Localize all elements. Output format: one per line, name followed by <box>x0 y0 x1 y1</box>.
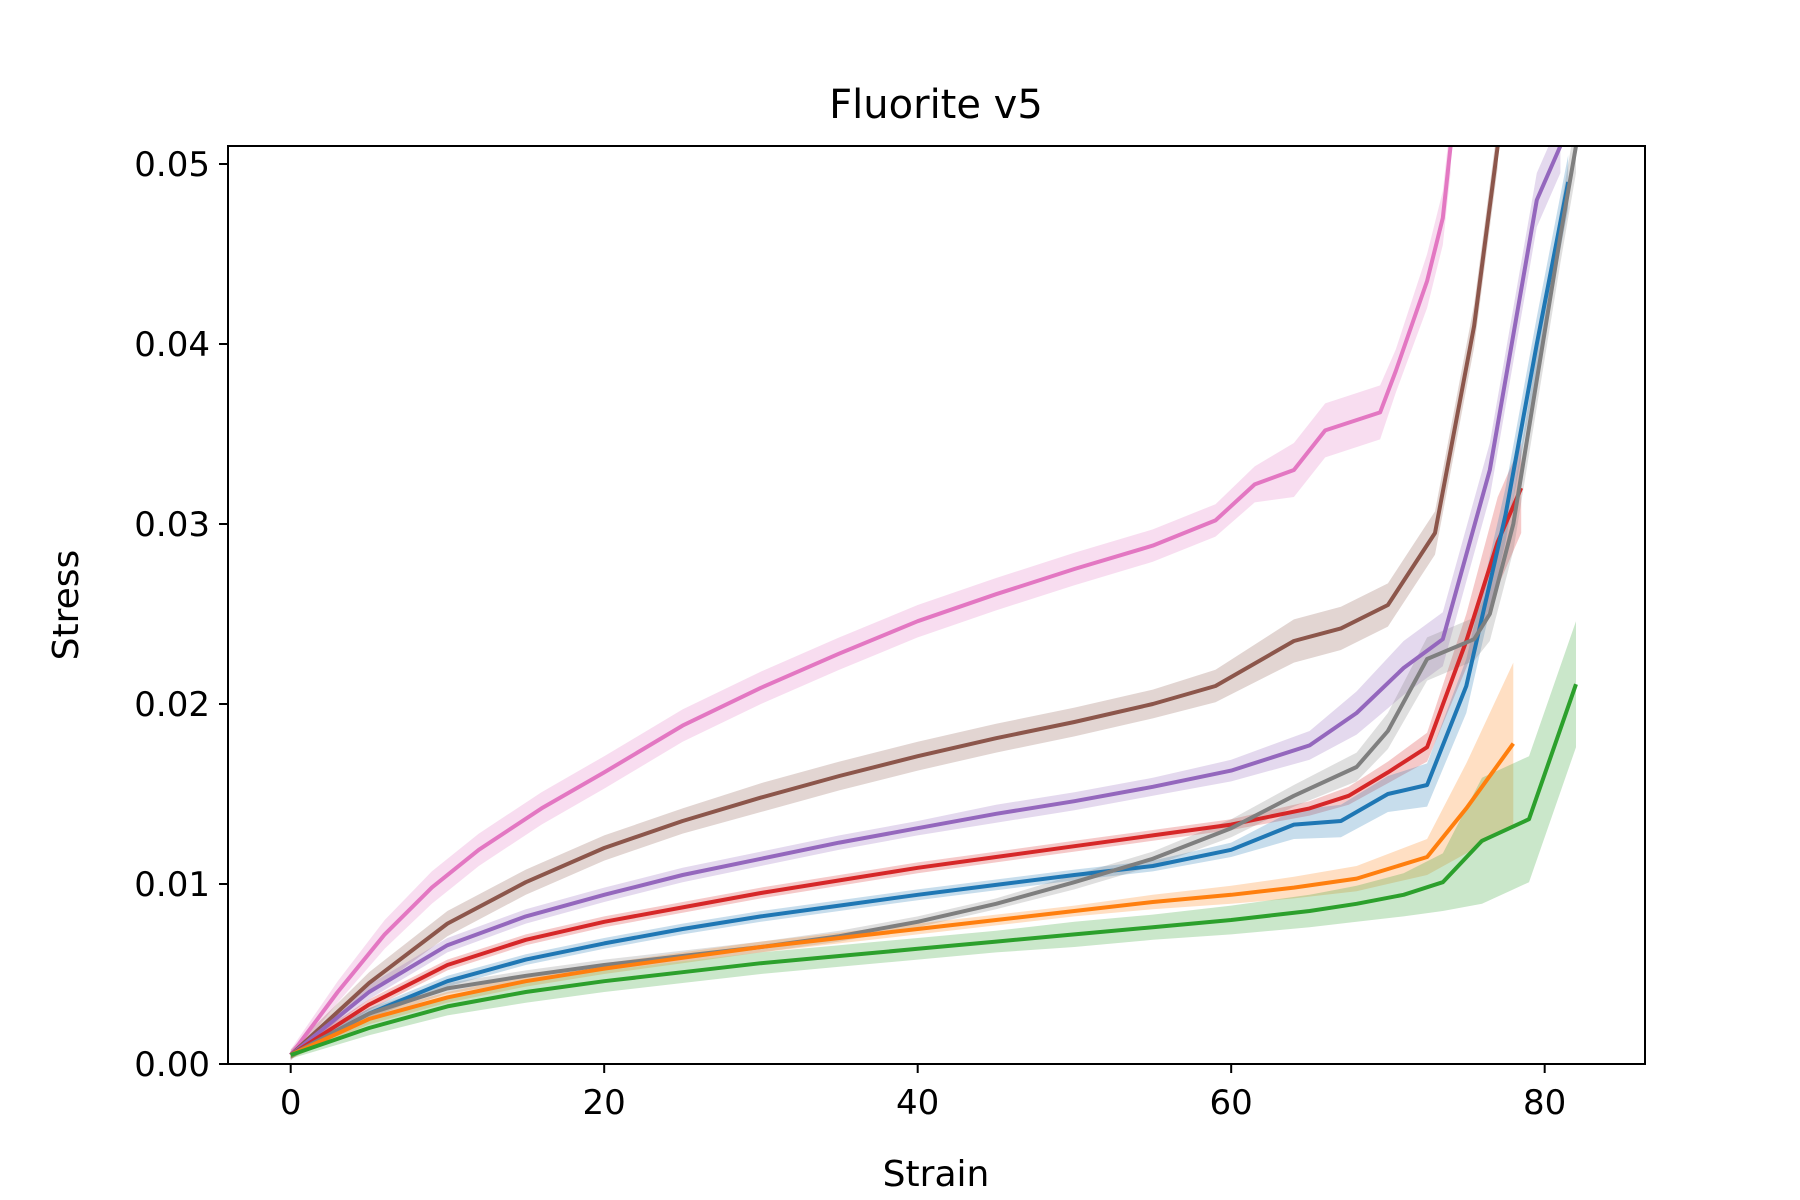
plot-frame <box>227 145 1646 1065</box>
series-3-band <box>290 146 1561 1059</box>
y-tick-label: 0.04 <box>134 325 210 365</box>
x-axis-label: Strain <box>883 1154 990 1195</box>
x-tick-label: 0 <box>280 1083 302 1123</box>
series-4-line <box>289 487 1524 1057</box>
series-8-line <box>290 683 1578 1057</box>
x-tick-label: 80 <box>1523 1083 1566 1123</box>
series-lines <box>289 146 1578 1057</box>
series-5-line <box>289 181 1571 1057</box>
y-tick-label: 0.05 <box>134 145 210 185</box>
x-tick-label: 40 <box>896 1083 939 1123</box>
y-tick-label: 0.00 <box>134 1045 210 1085</box>
series-1-line <box>289 146 1453 1057</box>
chart-title: Fluorite v5 <box>829 82 1043 128</box>
x-axis-ticks: 0 20 40 60 80 <box>280 1064 1566 1123</box>
series-3-line <box>289 146 1563 1057</box>
y-tick-label: 0.02 <box>134 685 210 725</box>
y-axis-ticks: 0.00 0.01 0.02 0.03 0.04 0.05 <box>134 145 228 1085</box>
series-2-line <box>289 146 1500 1057</box>
x-tick-label: 20 <box>583 1083 626 1123</box>
x-tick-label: 60 <box>1210 1083 1253 1123</box>
series-7-line <box>289 742 1515 1057</box>
y-tick-label: 0.01 <box>134 865 210 905</box>
y-tick-label: 0.03 <box>134 505 210 545</box>
series-6-line <box>289 146 1578 1057</box>
y-axis-label: Stress <box>46 550 87 661</box>
